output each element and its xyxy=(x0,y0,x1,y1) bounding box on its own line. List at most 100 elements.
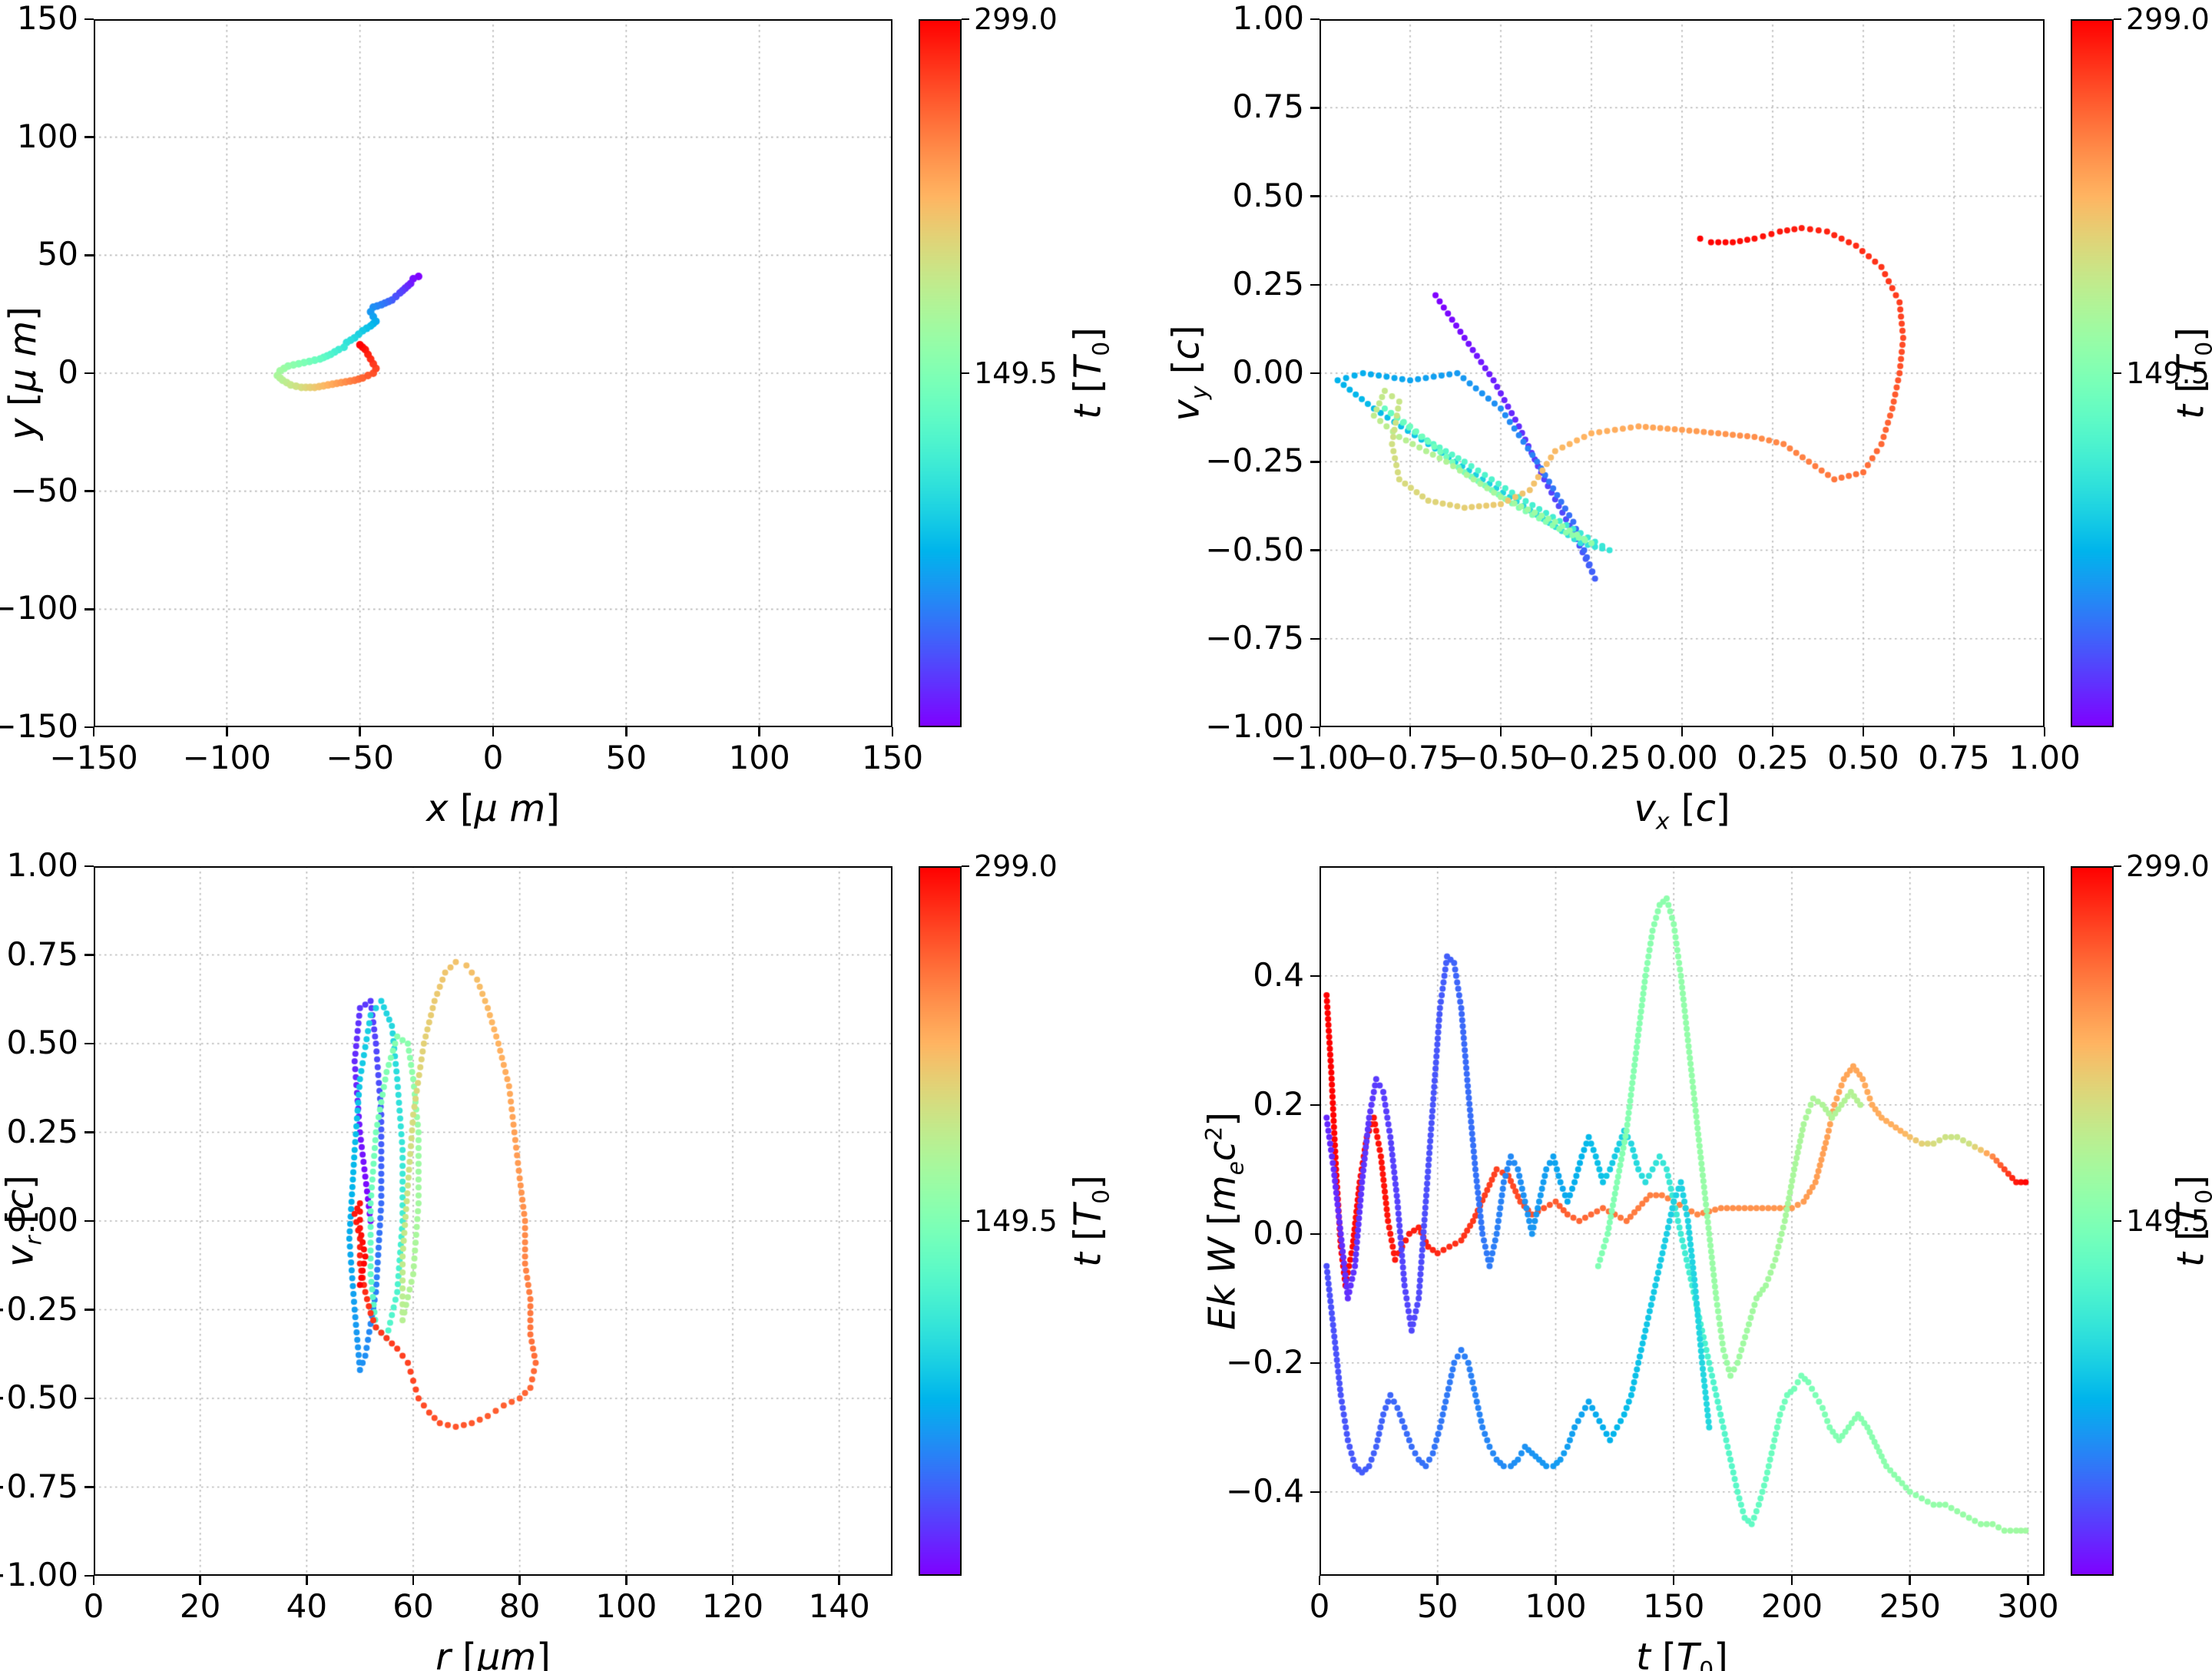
x-tick-label: −150 xyxy=(49,739,138,776)
y-tick-mark xyxy=(84,1574,94,1577)
x-axis-label-ekw: t [T0] xyxy=(1636,1636,1728,1671)
x-tick-label: 1.00 xyxy=(2008,739,2081,776)
y-tick-label: 1.00 xyxy=(1232,0,1304,37)
x-tick-label: −100 xyxy=(182,739,271,776)
x-tick-label: 100 xyxy=(728,739,790,776)
x-tick-mark xyxy=(625,1576,628,1585)
y-tick-mark xyxy=(84,254,94,256)
x-tick-mark xyxy=(1681,727,1684,736)
x-tick-label: 150 xyxy=(861,739,924,776)
x-tick-label: 250 xyxy=(1879,1587,1941,1625)
x-tick-mark xyxy=(1590,727,1593,736)
x-tick-mark xyxy=(1409,727,1412,736)
y-tick-label: 0.0 xyxy=(1253,1213,1304,1252)
x-tick-mark xyxy=(1672,1576,1675,1585)
x-tick-mark xyxy=(199,1576,201,1585)
y-tick-label: −50 xyxy=(10,471,78,509)
colorbar-tick-label: 299.0 xyxy=(974,849,1058,883)
x-tick-label: 120 xyxy=(701,1587,764,1625)
colorbar-gradient xyxy=(919,19,962,727)
y-tick-mark xyxy=(1310,1491,1320,1494)
x-tick-mark xyxy=(838,1576,840,1585)
colorbar-label-vxy: t [T0] xyxy=(2169,327,2212,419)
y-tick-mark xyxy=(84,1042,94,1045)
y-axis-label-vxy: vy [c] xyxy=(1164,325,1214,422)
y-tick-label: 0 xyxy=(58,353,78,391)
x-tick-label: 0.00 xyxy=(1646,739,1718,776)
y-tick-mark xyxy=(1310,1104,1320,1107)
x-axis-label-xy: x [μ m] xyxy=(426,787,560,830)
x-tick-mark xyxy=(226,727,228,736)
x-tick-label: 0.50 xyxy=(1827,739,1899,776)
x-tick-mark xyxy=(1952,727,1955,736)
colorbar-tick-label: 149.5 xyxy=(974,1204,1058,1238)
x-tick-label: 100 xyxy=(595,1587,657,1625)
x-tick-mark xyxy=(1499,727,1502,736)
subplot-xy xyxy=(94,19,892,727)
colorbar-label-xy: t [T0] xyxy=(1066,327,1115,419)
colorbar-tick-label: 299.0 xyxy=(2126,849,2210,883)
x-tick-label: 150 xyxy=(1643,1587,1705,1625)
y-tick-label: 0.50 xyxy=(6,1024,78,1061)
y-tick-label: −0.50 xyxy=(0,1378,78,1416)
y-tick-mark xyxy=(84,954,94,956)
y-tick-label: 0.50 xyxy=(1232,176,1304,214)
y-tick-mark xyxy=(1310,107,1320,109)
x-tick-label: 200 xyxy=(1760,1587,1823,1625)
colorbar-tick-mark xyxy=(2114,18,2121,21)
y-tick-mark xyxy=(84,608,94,610)
x-tick-mark xyxy=(2027,1576,2029,1585)
y-axis-label-xy: y [μ m] xyxy=(2,306,45,440)
scatter-canvas-xy xyxy=(94,19,892,727)
y-tick-mark xyxy=(84,1309,94,1311)
y-tick-mark xyxy=(84,490,94,492)
y-axis-label-rvr: vr [c] xyxy=(0,1175,48,1267)
x-tick-mark xyxy=(625,727,628,736)
y-tick-label: 0.25 xyxy=(6,1112,78,1150)
x-tick-label: 50 xyxy=(605,739,647,776)
x-tick-label: −50 xyxy=(326,739,394,776)
x-tick-label: 300 xyxy=(1997,1587,2059,1625)
colorbar-gradient xyxy=(919,866,962,1576)
y-tick-label: 0.4 xyxy=(1253,955,1304,994)
x-tick-mark xyxy=(1318,727,1321,736)
y-tick-label: 0.75 xyxy=(6,935,78,973)
y-tick-label: −1.00 xyxy=(0,1556,78,1593)
y-tick-mark xyxy=(84,1131,94,1133)
colorbar-tick-mark xyxy=(962,1219,969,1223)
colorbar-tick-mark xyxy=(2114,865,2121,868)
y-tick-mark xyxy=(84,726,94,729)
x-tick-mark xyxy=(1790,1576,1793,1585)
y-tick-mark xyxy=(1310,195,1320,197)
y-tick-mark xyxy=(1310,1233,1320,1236)
colorbar-gradient xyxy=(2071,866,2114,1576)
x-tick-label: 140 xyxy=(808,1587,870,1625)
x-tick-mark xyxy=(891,727,894,736)
x-tick-mark xyxy=(92,727,95,736)
x-tick-mark xyxy=(306,1576,308,1585)
x-tick-label: 50 xyxy=(1417,1587,1459,1625)
x-tick-mark xyxy=(1555,1576,1557,1585)
subplot-ekw xyxy=(1320,866,2045,1576)
colorbar-tick-label: 149.5 xyxy=(974,356,1058,390)
subplot-rvr xyxy=(94,866,892,1576)
y-tick-label: −0.25 xyxy=(1205,442,1304,480)
colorbar-tick-label: 299.0 xyxy=(974,2,1058,36)
x-tick-mark xyxy=(492,727,495,736)
y-tick-label: 0.75 xyxy=(1232,88,1304,126)
x-tick-mark xyxy=(731,1576,734,1585)
y-tick-mark xyxy=(1310,974,1320,978)
y-tick-mark xyxy=(84,372,94,375)
y-tick-label: 0.00 xyxy=(1232,353,1304,391)
y-tick-mark xyxy=(1310,637,1320,640)
x-axis-label-vxy: vx [c] xyxy=(1634,787,1730,836)
x-tick-label: −0.25 xyxy=(1541,739,1641,776)
colorbar-label-rvr: t [T0] xyxy=(1066,1175,1115,1267)
x-tick-label: 0 xyxy=(1309,1587,1330,1625)
colorbar-tick-mark xyxy=(2114,372,2121,375)
y-tick-label: −1.00 xyxy=(1205,707,1304,745)
colorbar-vxy xyxy=(2071,19,2114,727)
colorbar-tick-label: 149.5 xyxy=(2126,356,2210,390)
y-tick-label: 1.00 xyxy=(6,846,78,884)
y-tick-mark xyxy=(1310,461,1320,463)
